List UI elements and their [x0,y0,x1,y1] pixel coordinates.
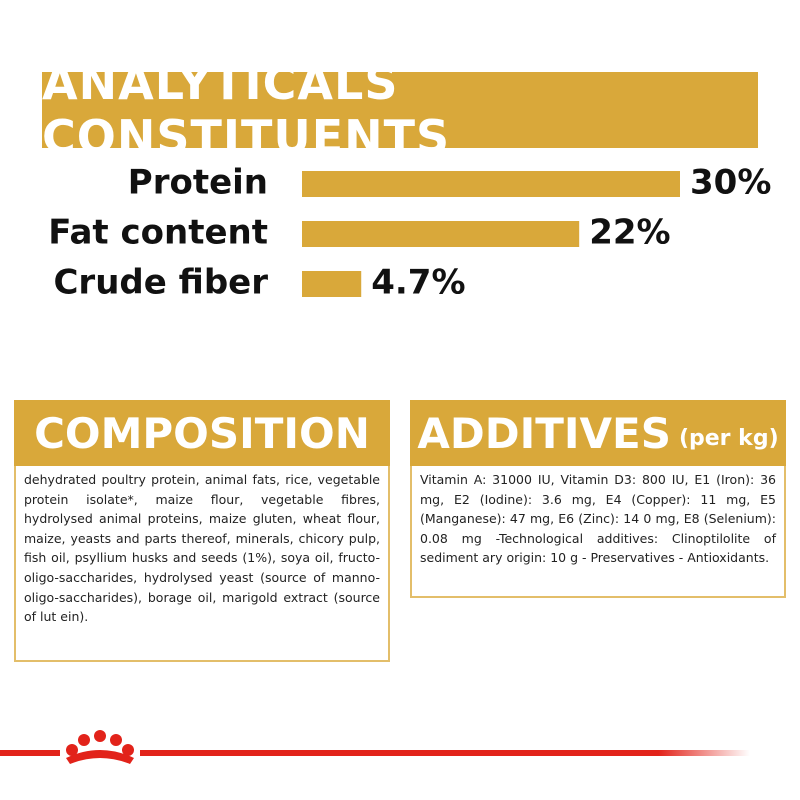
value-label: 4.7% [371,263,465,303]
category-label: Crude fiber [53,263,268,303]
value-label: 30% [690,163,771,203]
composition-title: COMPOSITION [14,400,390,466]
bar [302,221,580,247]
chart-title: ANALYTICALS CONSTITUENTS [42,56,758,164]
additives-text: Vitamin A: 31000 IU, Vitamin D3: 800 IU,… [410,466,786,598]
red-line [140,750,750,756]
bar [302,171,680,197]
crown-logo [66,730,134,764]
additives-subtitle: (per kg) [678,425,779,451]
category-label: Fat content [48,213,268,253]
footer [0,730,750,764]
bar [302,271,362,297]
value-label: 22% [589,213,670,253]
additives-title: ADDITIVES [417,408,671,458]
red-line [0,750,60,756]
chart: Protein 30% Fat content 22% Crude fiber 4.7% [48,163,771,303]
additives-header: ADDITIVES (per kg) [410,400,786,466]
composition-text: dehydrated poultry protein, animal fats,… [14,466,390,662]
category-label: Protein [128,163,268,203]
